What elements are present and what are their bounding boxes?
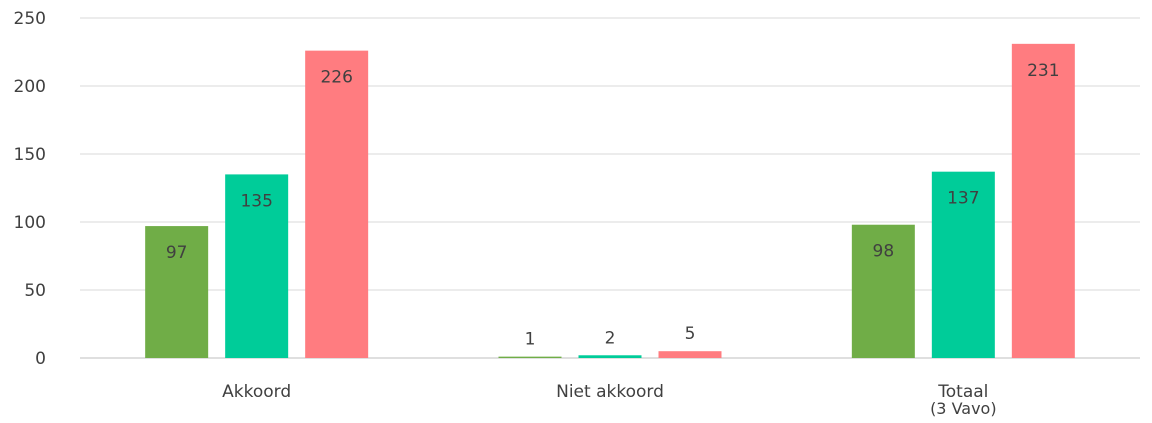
bars [145,43,1075,359]
bar [658,351,722,358]
x-axis-categories: Akkoord Niet akkoord Totaal(3 Vavo) [222,382,996,418]
category-label: Akkoord [222,382,291,402]
data-label: 98 [873,242,895,262]
y-tick-label: 150 [14,145,46,165]
data-label: 2 [605,328,616,348]
data-label: 5 [685,324,696,344]
y-tick-label: 100 [14,213,46,233]
bar [851,224,915,358]
y-axis-ticks: 0 50 100 150 200 250 [14,9,46,369]
bar [578,355,642,358]
bar [145,226,209,358]
bar [225,174,289,358]
y-tick-label: 50 [24,281,46,301]
data-label: 1 [525,330,536,350]
data-label: 137 [947,189,979,209]
data-label: 226 [320,68,352,88]
y-tick-label: 250 [14,9,46,29]
data-label: 135 [240,191,272,211]
data-label: 97 [166,243,188,263]
bar [305,50,369,358]
category-label: Niet akkoord [556,382,664,402]
data-labels: 97 135 226 1 2 5 98 137 231 [166,61,1060,350]
data-label: 231 [1027,61,1059,81]
category-label: (3 Vavo) [930,399,997,418]
category-label: Totaal [937,382,988,402]
bar [1011,43,1075,359]
bar [498,356,562,358]
bar [931,171,995,358]
y-tick-label: 200 [14,77,46,97]
y-tick-label: 0 [35,349,46,369]
